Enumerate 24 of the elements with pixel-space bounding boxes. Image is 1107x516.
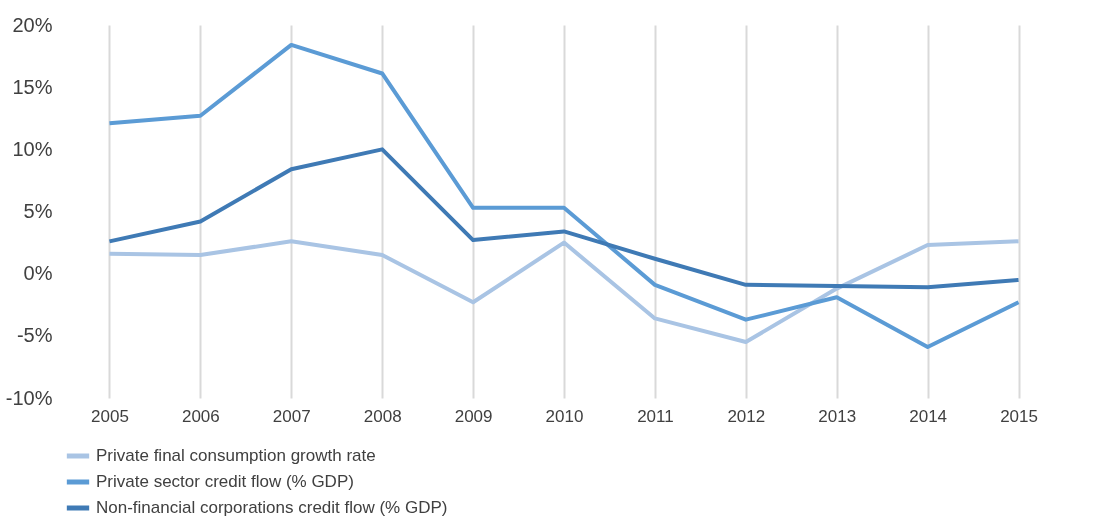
x-tick-label: 2008 [363,406,402,426]
x-tick-label: 2013 [818,406,857,426]
y-tick-label: 5% [23,200,53,222]
x-tick-label: 2010 [545,406,584,426]
x-tick-label: 2006 [181,406,220,426]
y-tick-label: -5% [16,324,53,347]
x-tick-label: 2009 [454,406,493,426]
x-tick-label: 2007 [272,406,311,426]
x-tick-label: 2015 [1000,406,1038,426]
y-tick-label: 0% [23,262,53,285]
y-tick-label: -10% [5,386,53,409]
line-series [107,147,1021,290]
y-tick-label: 15% [12,75,53,98]
x-tick-label: 2012 [727,406,766,426]
x-tick-label: 2005 [91,406,129,426]
y-tick-label: 20% [12,13,53,36]
x-tick-label: 2011 [637,406,674,426]
legend-label: Private sector credit flow (% GDP) [96,472,354,491]
x-tick-label: 2014 [909,406,948,426]
legend-label: Non-financial corporations credit flow (% GDP) [96,498,448,516]
line-series [107,42,1021,350]
line-series [107,239,1021,345]
y-tick-label: 10% [12,137,53,160]
legend-label: Private final consumption growth rate [96,446,376,465]
